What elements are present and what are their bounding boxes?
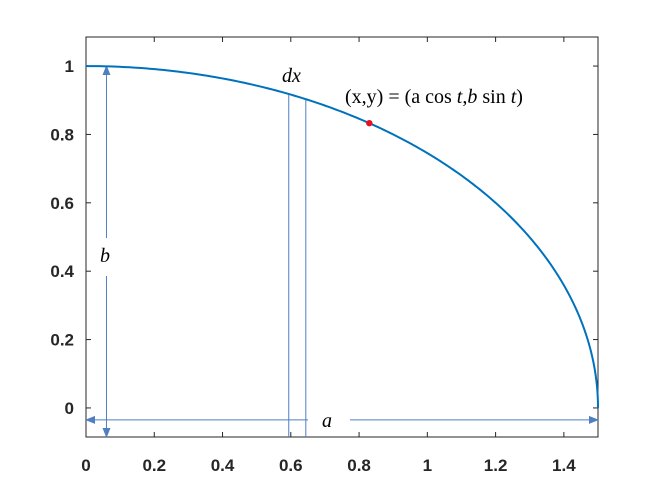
y-tick-label: 0.6: [50, 194, 74, 213]
point-label-mid: ,: [462, 86, 467, 108]
a-label: a: [322, 410, 332, 432]
x-tick-label: 1: [423, 456, 432, 475]
x-tick-label: 1.4: [552, 456, 576, 475]
x-tick-label: 0.4: [211, 456, 235, 475]
point-coordinate-label: (x,y) = (a cos t,b sin t): [345, 86, 523, 108]
x-tick-label: 0.2: [142, 456, 166, 475]
y-tick-label: 0: [65, 399, 74, 418]
x-tick-label: 0: [81, 456, 90, 475]
y-tick-label: 0.8: [50, 125, 74, 144]
point-label-b: b: [467, 86, 477, 108]
x-tick-label: 0.8: [347, 456, 371, 475]
point-label-sin: sin: [477, 86, 510, 108]
point-label-t1: t: [457, 86, 463, 108]
b-label: b: [100, 245, 110, 267]
point-label-prefix: (x,y) = (a cos: [345, 86, 457, 108]
ellipse-series-line: [85, 65, 599, 408]
dx-label: dx: [282, 65, 301, 87]
y-tick-label: 1: [65, 57, 74, 76]
x-axis-ticks: 0 0.2 0.4 0.6 0.8 1 1.2 1.4: [81, 37, 576, 475]
y-axis-ticks: 0 0.2 0.4 0.6 0.8 1: [50, 57, 598, 418]
y-tick-label: 0.2: [50, 331, 74, 350]
point-on-curve-marker: [366, 119, 373, 127]
x-tick-label: 1.2: [484, 456, 508, 475]
y-tick-label: 0.4: [50, 262, 74, 281]
point-label-suffix: ): [516, 86, 523, 108]
x-tick-label: 0.6: [279, 456, 303, 475]
plot-area-frame: [85, 36, 599, 438]
point-label-t2: t: [511, 86, 517, 108]
